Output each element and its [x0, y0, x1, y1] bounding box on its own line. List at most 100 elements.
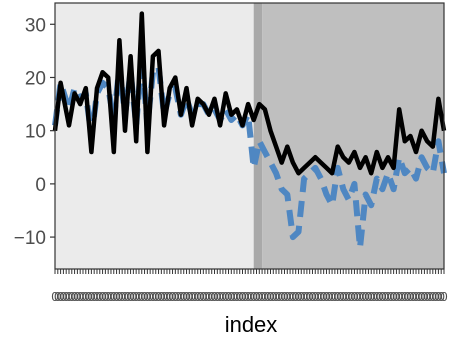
x-tick-label: 0	[127, 289, 134, 304]
x-tick-label: 0	[133, 289, 140, 304]
x-tick-label: 0	[175, 289, 182, 304]
x-tick-label: 0	[362, 289, 369, 304]
y-tick-label: −10	[14, 228, 46, 249]
x-tick-label: 0	[426, 289, 433, 304]
x-tick-label: 0	[387, 289, 394, 304]
x-tick-label: 0	[130, 289, 137, 304]
x-tick-label: 0	[368, 289, 375, 304]
x-tick-label: 0	[401, 289, 408, 304]
x-tick-label: 0	[79, 289, 86, 304]
x-tick-label: 0	[410, 289, 417, 304]
x-tick-label: 0	[141, 289, 148, 304]
x-tick-label: 0	[244, 289, 251, 304]
x-tick-label: 0	[197, 289, 204, 304]
x-tick-label: 0	[194, 289, 201, 304]
x-tick-label: 0	[138, 289, 145, 304]
x-tick-label: 0	[102, 289, 109, 304]
x-tick-label: 0	[390, 289, 397, 304]
x-tick-label: 0	[303, 289, 310, 304]
x-tick-label: 0	[225, 289, 232, 304]
x-tick-label: 0	[404, 289, 411, 304]
x-tick-label: 0	[71, 289, 78, 304]
x-tick-label: 0	[242, 289, 249, 304]
x-tick-label: 0	[105, 289, 112, 304]
x-tick-label: 0	[82, 289, 89, 304]
x-tick-label: 0	[384, 289, 391, 304]
x-tick-label: 0	[99, 289, 106, 304]
x-tick-label: 0	[440, 289, 447, 304]
x-tick-label: 0	[250, 289, 257, 304]
x-tick-label: 0	[270, 289, 277, 304]
x-tick-label: 0	[88, 289, 95, 304]
x-tick-label: 0	[236, 289, 243, 304]
x-tick-label: 0	[230, 289, 237, 304]
x-tick-label: 0	[239, 289, 246, 304]
x-tick-label: 0	[412, 289, 419, 304]
x-tick-label: 0	[208, 289, 215, 304]
x-tick-label: 0	[320, 289, 327, 304]
x-tick-label: 0	[272, 289, 279, 304]
x-tick-label: 0	[323, 289, 330, 304]
x-tick-label: 0	[393, 289, 400, 304]
region-1	[253, 3, 263, 269]
y-tick-label: 30	[25, 15, 46, 36]
x-tick-label: 0	[354, 289, 361, 304]
x-tick-label: 0	[312, 289, 319, 304]
x-tick-label: 0	[96, 289, 103, 304]
x-tick-label: 0	[398, 289, 405, 304]
x-tick-label: 0	[261, 289, 268, 304]
x-tick-label: 0	[328, 289, 335, 304]
x-tick-label: 0	[119, 289, 126, 304]
x-tick-label: 0	[264, 289, 271, 304]
x-tick-label: 0	[314, 289, 321, 304]
x-tick-label: 0	[337, 289, 344, 304]
x-tick-label: 0	[407, 289, 414, 304]
x-tick-label: 0	[438, 289, 445, 304]
x-tick-label: 0	[110, 289, 117, 304]
x-tick-label: 0	[93, 289, 100, 304]
x-tick-label: 0	[147, 289, 154, 304]
x-tick-label: 0	[382, 289, 389, 304]
x-tick-label: 0	[345, 289, 352, 304]
x-tick-label: 0	[267, 289, 274, 304]
x-tick-label: 0	[203, 289, 210, 304]
x-tick-label: 0	[135, 289, 142, 304]
x-tick-label: 0	[121, 289, 128, 304]
x-tick-label: 0	[373, 289, 380, 304]
region-0	[55, 3, 254, 269]
x-tick-label: 0	[65, 289, 72, 304]
x-tick-label: 0	[379, 289, 386, 304]
x-tick-label: 0	[186, 289, 193, 304]
x-tick-label: 0	[247, 289, 254, 304]
x-tick-label: 0	[309, 289, 316, 304]
x-tick-label: 0	[298, 289, 305, 304]
x-tick-label: 0	[124, 289, 131, 304]
x-tick-label: 0	[292, 289, 299, 304]
x-tick-label: 0	[435, 289, 442, 304]
x-tick-label: 0	[275, 289, 282, 304]
x-tick-label: 0	[63, 289, 70, 304]
x-tick-label: 0	[177, 289, 184, 304]
x-tick-label: 0	[326, 289, 333, 304]
x-tick-label: 0	[183, 289, 190, 304]
x-tick-label: 0	[340, 289, 347, 304]
x-tick-label: 0	[351, 289, 358, 304]
x-tick-label: 0	[68, 289, 75, 304]
x-tick-label: 0	[317, 289, 324, 304]
plot-panel-border	[54, 2, 445, 270]
x-tick-label: 0	[376, 289, 383, 304]
y-tick-label: 0	[35, 175, 46, 196]
x-tick-label: 0	[169, 289, 176, 304]
x-tick-label: 0	[233, 289, 240, 304]
x-tick-label: 0	[418, 289, 425, 304]
x-tick-label: 0	[222, 289, 229, 304]
y-tick-label: 10	[25, 122, 46, 143]
x-tick-label: 0	[205, 289, 212, 304]
x-tick-label: 0	[281, 289, 288, 304]
x-tick-label: 0	[424, 289, 431, 304]
x-tick-label: 0	[300, 289, 307, 304]
x-tick-label: 0	[228, 289, 235, 304]
x-tick-label: 0	[348, 289, 355, 304]
x-tick-label: 0	[342, 289, 349, 304]
x-tick-label: 0	[163, 289, 170, 304]
